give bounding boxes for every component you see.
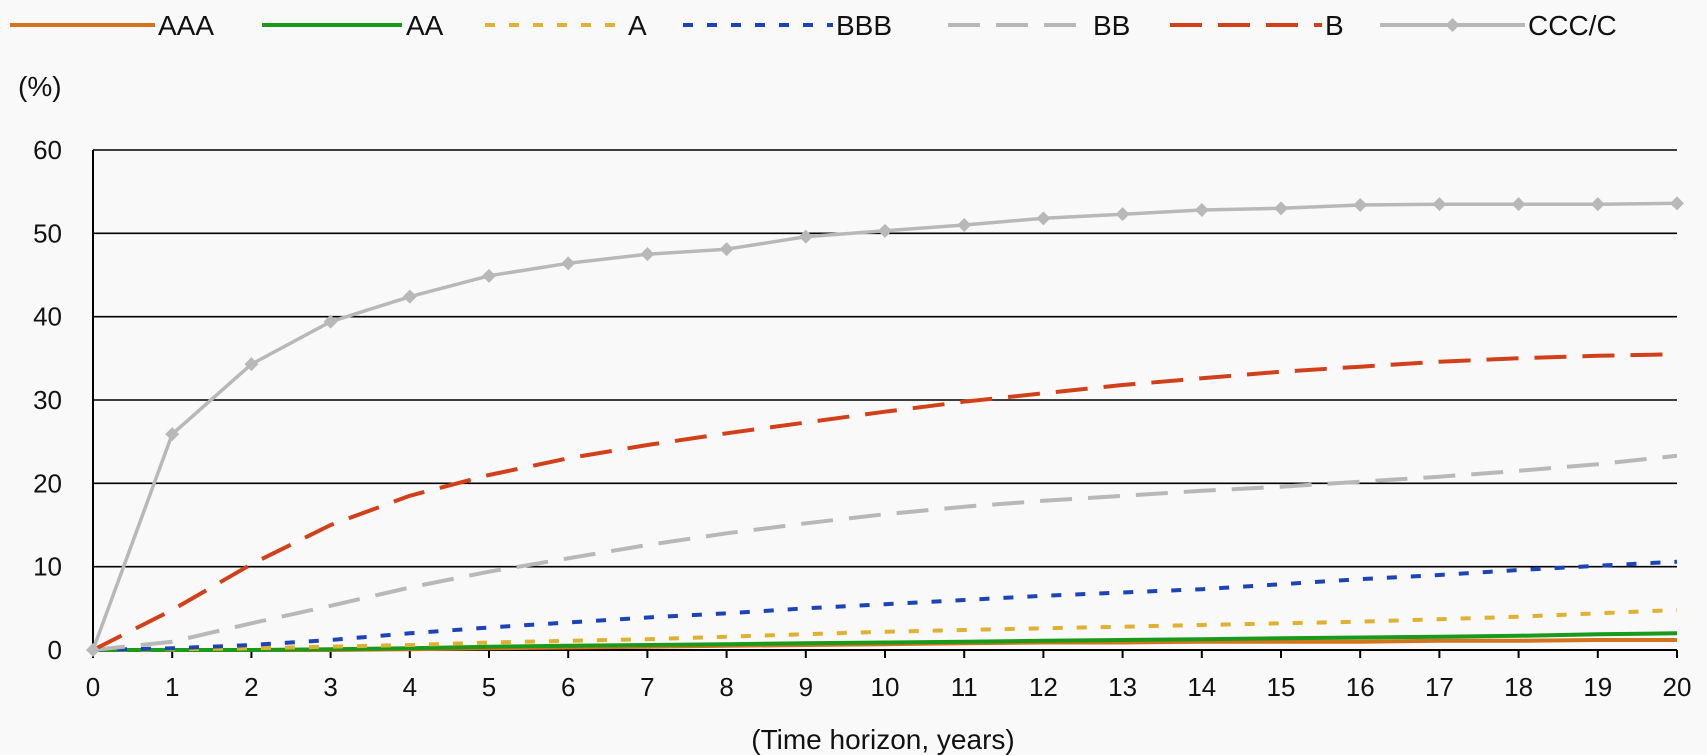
data-point-ccc-c: [165, 427, 180, 442]
x-tick-label: 18: [1504, 672, 1533, 702]
x-tick-label: 10: [871, 672, 900, 702]
x-tick-label: 0: [86, 672, 100, 702]
series-line-bb: [92, 453, 1678, 652]
data-point-ccc-c: [878, 223, 892, 238]
legend-label-ccc-c: CCC/C: [1528, 10, 1617, 41]
x-tick-label: 9: [799, 672, 813, 702]
data-point-ccc-c: [561, 256, 576, 271]
y-tick-label: 40: [33, 302, 62, 332]
x-tick-label: 15: [1267, 672, 1296, 702]
data-point-ccc-c: [1194, 203, 1209, 217]
y-axis-title: (%): [18, 71, 62, 102]
legend-label-a: A: [628, 10, 647, 41]
data-point-ccc-c: [798, 229, 813, 244]
series-line-aa: [93, 631, 1678, 652]
x-tick-label: 17: [1425, 672, 1454, 702]
data-point-ccc-c: [1511, 197, 1526, 212]
data-point-ccc-c: [1590, 197, 1605, 212]
data-point-ccc-c: [719, 242, 734, 257]
x-tick-label: 7: [640, 672, 654, 702]
series-line-b: [92, 352, 1678, 652]
data-point-ccc-c: [1353, 198, 1368, 212]
x-axis-title: (Time horizon, years): [751, 724, 1014, 755]
data-point-ccc-c: [482, 268, 496, 283]
x-tick-label: 5: [482, 672, 496, 702]
legend-label-aa: AA: [406, 10, 444, 41]
y-tick-label: 0: [48, 635, 62, 665]
data-point-ccc-c: [244, 357, 259, 372]
data-point-ccc-c: [402, 289, 417, 304]
series-line-a: [92, 608, 1678, 652]
y-tick-label: 20: [33, 468, 62, 498]
y-tick-label: 30: [33, 385, 62, 415]
legend-label-bbb: BBB: [836, 10, 892, 41]
data-point-ccc-c: [1036, 211, 1051, 226]
x-tick-label: 16: [1346, 672, 1375, 702]
x-tick-label: 19: [1583, 672, 1612, 702]
gridlines: [93, 149, 1677, 568]
x-tick-label: 4: [403, 672, 417, 702]
series-lines: [86, 196, 1684, 657]
x-tick-label: 8: [719, 672, 733, 702]
legend-label-b: B: [1325, 10, 1344, 41]
x-tick-label: 11: [951, 672, 978, 702]
legend: AAA AA A BBB BB B CCC/C: [10, 10, 1617, 41]
x-tick-label: 3: [323, 672, 337, 702]
data-point-ccc-c: [1670, 196, 1684, 211]
x-tick-label: 13: [1108, 672, 1137, 702]
x-tick-label: 12: [1029, 672, 1058, 702]
y-tick-label: 50: [33, 218, 62, 248]
series-line-bbb: [92, 559, 1678, 652]
legend-marker-ccc-c: [1445, 18, 1460, 32]
data-point-ccc-c: [323, 314, 338, 329]
x-tick-label: 6: [561, 672, 575, 702]
data-point-ccc-c: [1115, 207, 1130, 222]
data-point-ccc-c: [640, 247, 655, 262]
data-point-ccc-c: [1274, 201, 1288, 216]
y-tick-label: 60: [33, 135, 62, 165]
x-tick-label: 14: [1187, 672, 1216, 702]
data-point-ccc-c: [1432, 197, 1447, 212]
data-point-ccc-c: [957, 218, 972, 232]
x-tick-label: 1: [165, 672, 179, 702]
y-tick-label: 10: [33, 552, 62, 582]
x-tick-label: 2: [244, 672, 258, 702]
x-tick-label: 20: [1663, 672, 1692, 702]
legend-label-aaa: AAA: [158, 10, 214, 41]
data-point-ccc-c: [86, 643, 100, 657]
legend-label-bb: BB: [1093, 10, 1130, 41]
